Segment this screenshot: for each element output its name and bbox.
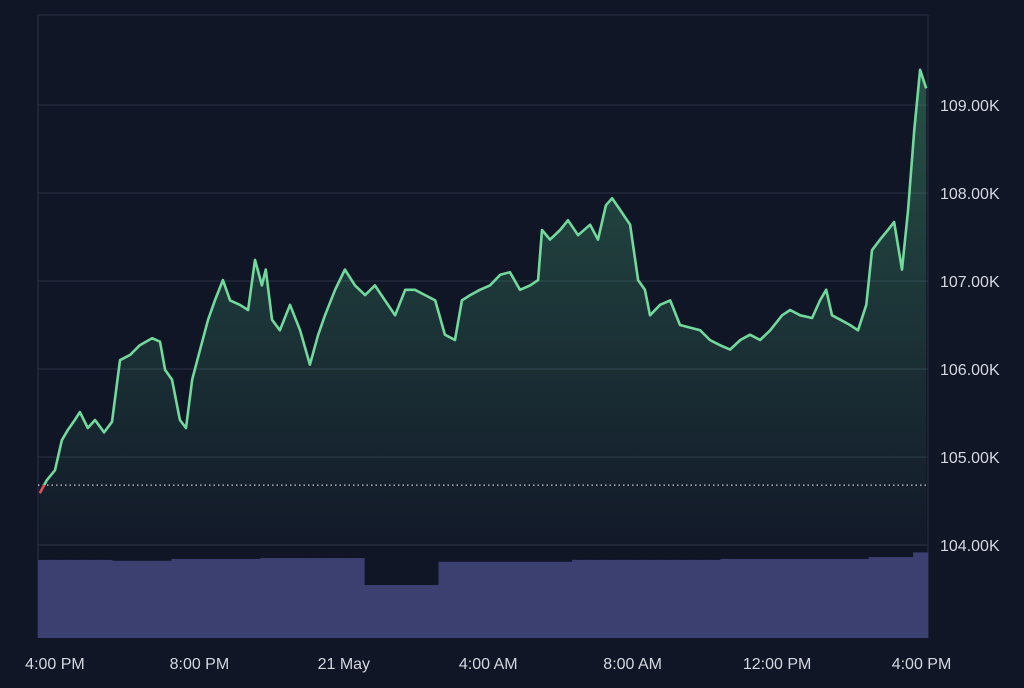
volume-bar	[601, 559, 617, 638]
volume-bar	[868, 557, 884, 638]
x-tick-label: 8:00 PM	[170, 656, 230, 673]
volume-bar	[394, 584, 410, 638]
volume-bar	[468, 561, 484, 638]
volume-bar	[720, 558, 736, 638]
volume-bar	[141, 560, 157, 638]
volume-bar	[750, 558, 766, 638]
volume-bar	[334, 558, 350, 638]
volume-bar	[839, 558, 855, 638]
volume-bar	[794, 558, 810, 638]
volume-bar	[779, 558, 795, 638]
volume-bar	[67, 559, 83, 638]
volume-bar	[913, 552, 929, 638]
volume-bar	[883, 557, 899, 638]
volume-bar	[305, 558, 321, 638]
y-tick-label: 107.00K	[940, 274, 1000, 291]
volume-bar	[364, 584, 380, 638]
volume-bar	[809, 558, 825, 638]
volume-bar	[260, 558, 276, 638]
volume-bar	[82, 559, 98, 638]
volume-bar	[423, 584, 439, 638]
x-tick-label: 21 May	[318, 656, 370, 673]
x-tick-label: 12:00 PM	[743, 656, 811, 673]
volume-bar	[661, 559, 677, 638]
volume-bar	[38, 559, 54, 638]
volume-bar	[156, 560, 172, 638]
volume-bar	[186, 558, 202, 638]
volume-bar	[898, 557, 914, 638]
volume-bar	[483, 561, 499, 638]
y-tick-label: 104.00K	[940, 538, 1000, 555]
y-tick-label: 106.00K	[940, 362, 1000, 379]
area-fill	[39, 69, 927, 546]
volume-bar	[349, 558, 365, 638]
volume-bar	[127, 560, 143, 638]
volume-bar	[586, 559, 602, 638]
y-tick-label: 105.00K	[940, 450, 1000, 467]
volume-bar	[735, 558, 751, 638]
volume-bar	[542, 561, 558, 638]
x-tick-label: 4:00 PM	[892, 656, 952, 673]
volume-bar	[171, 558, 187, 638]
volume-bar	[497, 561, 513, 638]
price-line	[38, 68, 928, 494]
volume-bar	[379, 584, 395, 638]
volume-bar	[230, 558, 246, 638]
volume-bar	[453, 561, 469, 638]
volume-bar	[527, 561, 543, 638]
volume-bar	[557, 561, 573, 638]
y-tick-label: 109.00K	[940, 98, 1000, 115]
volume-bar	[201, 558, 217, 638]
x-tick-label: 4:00 AM	[459, 656, 518, 673]
volume-bar	[705, 559, 721, 638]
volume-bar	[245, 558, 261, 638]
volume-bar	[408, 584, 424, 638]
volume-bar	[112, 560, 128, 638]
volume-bar	[646, 559, 662, 638]
x-tick-label: 4:00 PM	[25, 656, 85, 673]
volume-bar	[97, 559, 113, 638]
volume-bar	[853, 558, 869, 638]
volume-bar	[512, 561, 528, 638]
x-tick-label: 8:00 AM	[603, 656, 662, 673]
frame	[37, 14, 929, 638]
volume-bar	[675, 559, 691, 638]
volume-bar	[52, 559, 68, 638]
volume-bar	[616, 559, 632, 638]
volume-bar	[690, 559, 706, 638]
volume-bar	[216, 558, 232, 638]
volume-bar	[275, 558, 291, 638]
volume-bar	[572, 559, 588, 638]
volume-bar	[631, 559, 647, 638]
y-tick-label: 108.00K	[940, 186, 1000, 203]
volume-bar	[438, 561, 454, 638]
volume-bar	[319, 558, 335, 638]
volume-bar	[824, 558, 840, 638]
volume-bar	[290, 558, 306, 638]
volume-bar	[764, 558, 780, 638]
